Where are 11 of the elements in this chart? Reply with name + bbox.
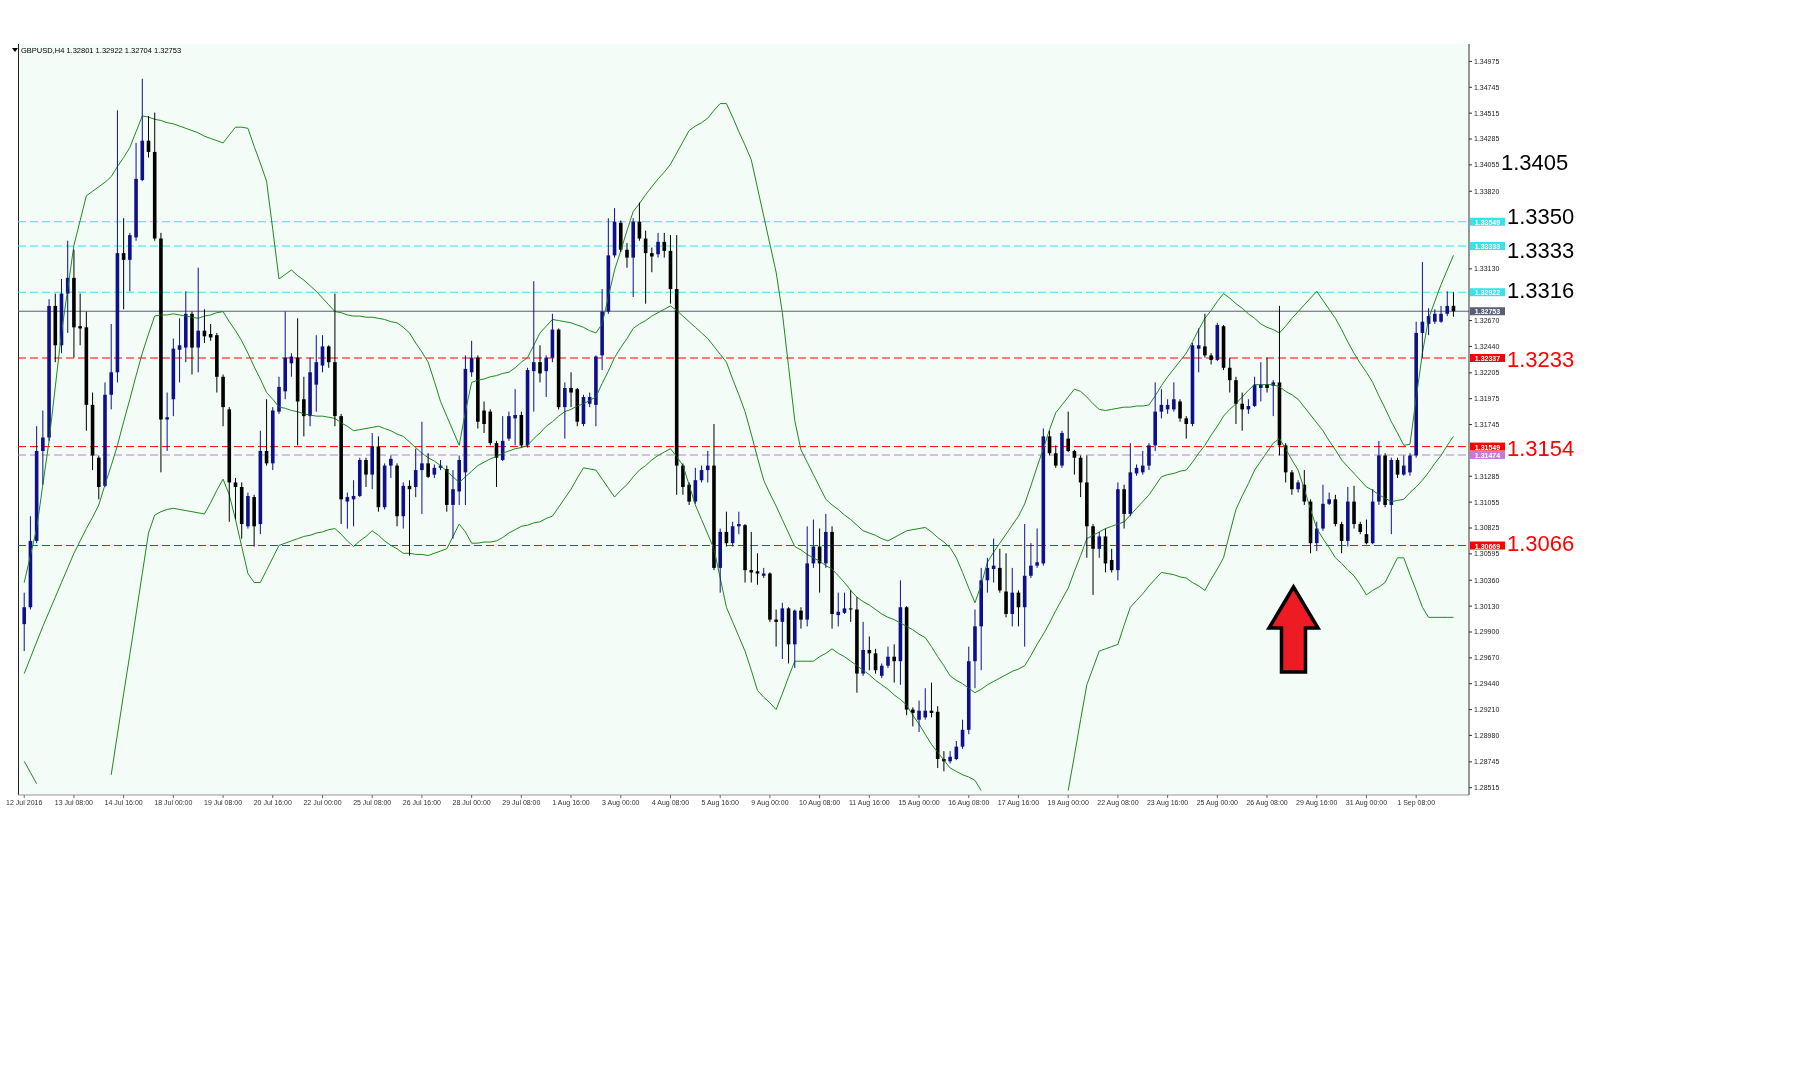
text: 1.3233: [1507, 346, 1575, 372]
text: 1.3333: [1507, 237, 1575, 263]
text: 1.3405: [1501, 149, 1569, 175]
line-series: [23, 103, 1454, 604]
candlestick: [1184, 415, 1189, 440]
text: 1.3316: [1507, 277, 1575, 303]
candlestick: [1327, 492, 1331, 506]
line-series: [23, 305, 1454, 694]
text: 1.3154: [1507, 435, 1575, 461]
text: 1.3350: [1507, 203, 1575, 229]
text: 1.3066: [1507, 530, 1575, 556]
